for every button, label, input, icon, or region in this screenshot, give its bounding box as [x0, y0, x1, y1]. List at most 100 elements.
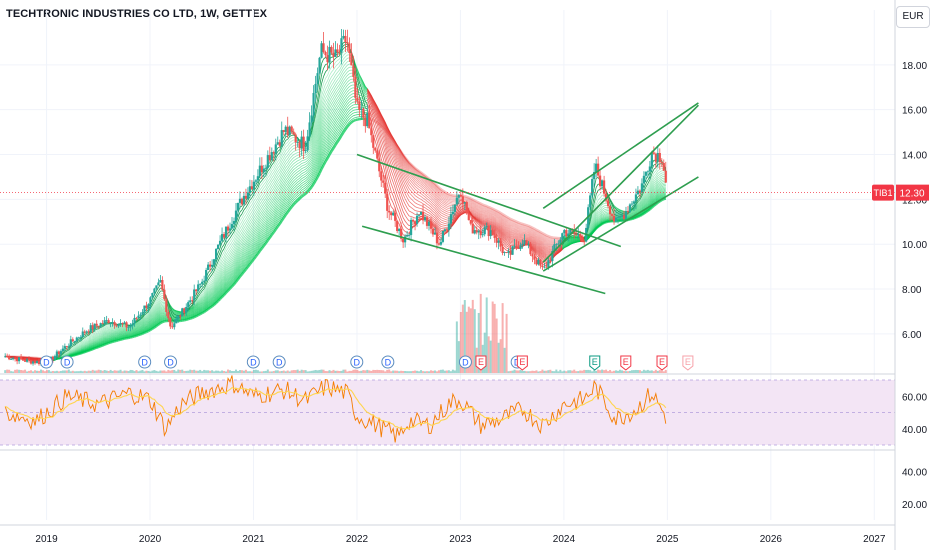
- ribbon-segment: [488, 217, 491, 220]
- ribbon-segment: [548, 245, 551, 247]
- ribbon-segment: [261, 236, 265, 240]
- ribbon-segment: [428, 182, 432, 185]
- ribbon-segment: [227, 287, 231, 291]
- ribbon-segment: [311, 175, 314, 179]
- ribbon-segment: [245, 265, 249, 269]
- ribbon-segment: [297, 189, 300, 193]
- ribbon-segment: [418, 184, 422, 187]
- ribbon-segment: [476, 201, 479, 204]
- ribbon-segment: [116, 339, 119, 341]
- ribbon-segment: [279, 218, 283, 223]
- ribbon-segment: [221, 293, 225, 297]
- ribbon-segment: [502, 214, 505, 217]
- ribbon-segment: [412, 166, 416, 170]
- ribbon-segment: [281, 215, 285, 220]
- ribbon-segment: [235, 272, 239, 277]
- ribbon-segment: [518, 231, 521, 234]
- ribbon-segment: [237, 275, 241, 279]
- ribbon-segment: [545, 234, 549, 238]
- ribbon-segment: [343, 121, 346, 125]
- ribbon-segment: [494, 211, 497, 214]
- ribbon-segment: [518, 224, 521, 227]
- ribbon-segment: [484, 208, 487, 210]
- ribbon-segment: [434, 185, 438, 189]
- ribbon-segment: [418, 171, 422, 174]
- ribbon-segment: [223, 291, 227, 296]
- ribbon-segment: [213, 300, 217, 303]
- ribbon-segment: [502, 218, 505, 221]
- ribbon-segment: [432, 183, 436, 186]
- ribbon-segment: [426, 176, 430, 180]
- ribbon-segment: [422, 174, 426, 177]
- ribbon-segment: [122, 337, 125, 340]
- ribbon-segment: [524, 225, 527, 228]
- ribbon-segment: [472, 198, 476, 202]
- ribbon-segment: [319, 166, 322, 172]
- ribbon-segment: [410, 163, 414, 168]
- ribbon-segment: [440, 205, 444, 208]
- ribbon-segment: [293, 170, 296, 173]
- ribbon-segment: [510, 217, 514, 221]
- ribbon-segment: [510, 219, 513, 222]
- ribbon-segment: [512, 229, 515, 231]
- ribbon-segment: [530, 228, 533, 231]
- ribbon-segment: [510, 222, 513, 224]
- ribbon-segment: [289, 190, 293, 194]
- ribbon-segment: [280, 217, 285, 222]
- ribbon-segment: [132, 334, 135, 336]
- ribbon-segment: [307, 162, 310, 166]
- ribbon-segment: [444, 194, 448, 197]
- ribbon-segment: [512, 222, 515, 224]
- ribbon-segment: [426, 179, 430, 182]
- ribbon-segment: [480, 207, 483, 210]
- ribbon-segment: [347, 83, 350, 86]
- ribbon-segment: [345, 94, 348, 98]
- ribbon-segment: [148, 326, 151, 329]
- ribbon-segment: [311, 177, 314, 182]
- ribbon-segment: [418, 172, 422, 176]
- ribbon-segment: [108, 340, 111, 342]
- ribbon-segment: [547, 235, 551, 239]
- ribbon-segment: [501, 213, 506, 217]
- ribbon-segment: [233, 278, 237, 282]
- ribbon-segment: [317, 163, 320, 169]
- ribbon-segment: [426, 193, 430, 196]
- ribbon-segment: [524, 231, 527, 233]
- ribbon-segment: [287, 202, 291, 207]
- ribbon-segment: [518, 227, 521, 230]
- ribbon-segment: [241, 268, 245, 272]
- ribbon-segment: [247, 262, 251, 266]
- ribbon-segment: [339, 127, 342, 132]
- ribbon-segment: [209, 304, 213, 307]
- ribbon-segment: [442, 201, 446, 204]
- ribbon-segment: [313, 171, 316, 176]
- ribbon-segment: [518, 229, 521, 232]
- ribbon-segment: [114, 338, 117, 341]
- ribbon-segment: [448, 194, 452, 197]
- ribbon-segment: [209, 305, 213, 308]
- ribbon-segment: [542, 235, 545, 238]
- currency-selector[interactable]: EUR: [896, 6, 930, 28]
- ribbon-segment: [482, 208, 485, 210]
- ribbon-segment: [194, 315, 197, 317]
- ribbon-segment: [291, 200, 294, 203]
- ribbon-segment: [492, 212, 495, 215]
- ribbon-segment: [508, 219, 511, 222]
- ribbon-segment: [544, 238, 547, 241]
- ribbon-segment: [468, 206, 471, 208]
- ribbon-segment: [520, 232, 523, 234]
- ribbon-segment: [140, 331, 143, 334]
- ribbon-segment: [295, 179, 298, 182]
- ribbon-segment: [498, 213, 501, 215]
- ribbon-segment: [335, 139, 338, 143]
- ribbon-segment: [444, 204, 448, 207]
- ribbon-segment: [189, 316, 193, 320]
- ribbon-segment: [442, 195, 446, 198]
- ribbon-segment: [213, 298, 217, 302]
- ribbon-segment: [344, 126, 349, 131]
- ribbon-segment: [112, 338, 115, 341]
- ribbon-segment: [406, 159, 411, 164]
- ribbon-segment: [152, 325, 155, 328]
- ribbon-segment: [303, 166, 306, 169]
- ribbon-segment: [488, 207, 491, 209]
